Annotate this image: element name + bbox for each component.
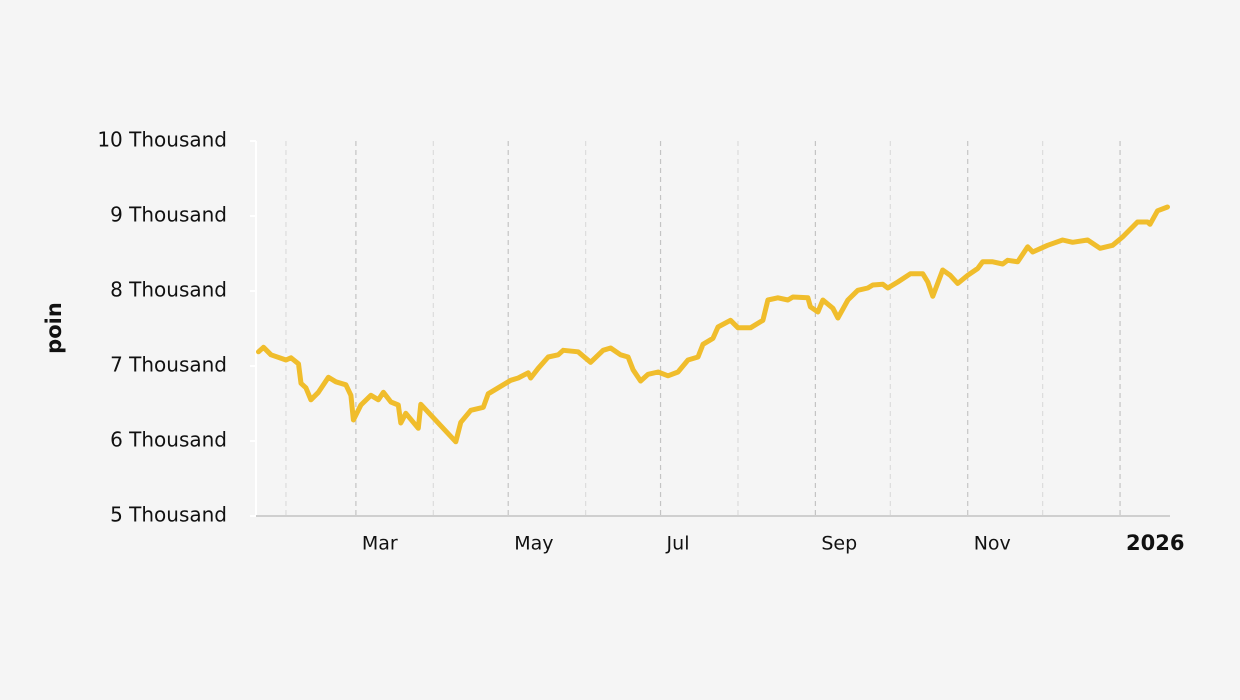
y-tick-label: 6 Thousand	[110, 428, 227, 452]
data-line	[256, 204, 1170, 445]
x-tick-label: May	[514, 533, 553, 555]
y-tick-label: 8 Thousand	[110, 278, 227, 302]
y-axis-label: poin	[42, 302, 66, 354]
x-tick-label: Jul	[666, 533, 690, 555]
x-tick-label: Sep	[821, 533, 857, 555]
x-tick-label: Mar	[362, 533, 398, 555]
y-tick-label: 7 Thousand	[110, 353, 227, 377]
y-tick-label: 9 Thousand	[110, 203, 227, 227]
y-tick-label: 10 Thousand	[97, 128, 227, 152]
x-tick-label: 2026	[1126, 531, 1184, 555]
y-tick-label: 5 Thousand	[110, 503, 227, 527]
x-tick-label: Nov	[974, 533, 1011, 555]
